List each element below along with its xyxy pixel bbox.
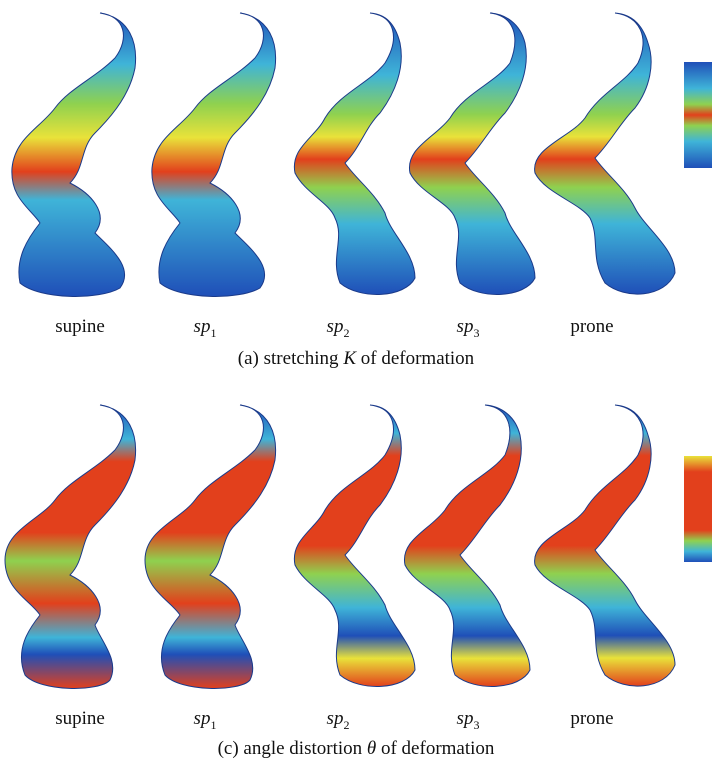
panel-c-label-sp2: sp2 (326, 708, 350, 732)
panel-c-caption: (c) angle distortion θ of deformation (217, 738, 495, 759)
panel-c-colon-sp2 (293, 404, 416, 687)
panel-a-label-sp1: sp1 (193, 316, 217, 340)
panel-c-label-sp3: sp3 (456, 708, 480, 732)
panel-c-colon-sp3 (404, 404, 531, 687)
panel-c-colorbar (684, 456, 712, 562)
panel-a-caption: (a) stretching K of deformation (237, 348, 475, 369)
panel-a-colon-sp3 (409, 12, 536, 295)
panel-c-colon-supine (4, 404, 137, 689)
panel-c-label-supine: supine (55, 708, 105, 729)
panel-c-label-prone: prone (570, 708, 614, 729)
panel-a-colon-supine (11, 12, 137, 297)
panel-a-colon-sp1 (151, 12, 277, 297)
panel-c-colon-prone (534, 404, 676, 687)
panel-a-colorbar (684, 62, 712, 168)
panel-c-colon-sp1 (144, 404, 277, 689)
panel-c-label-sp1: sp1 (193, 708, 217, 732)
panel-a-colon-sp2 (293, 12, 416, 295)
panel-a-label-supine: supine (55, 316, 105, 337)
panel-a-colon-prone (534, 12, 676, 295)
panel-a-label-prone: prone (570, 316, 614, 337)
panel-a-label-sp3: sp3 (456, 316, 480, 340)
panel-a-label-sp2: sp2 (326, 316, 350, 340)
